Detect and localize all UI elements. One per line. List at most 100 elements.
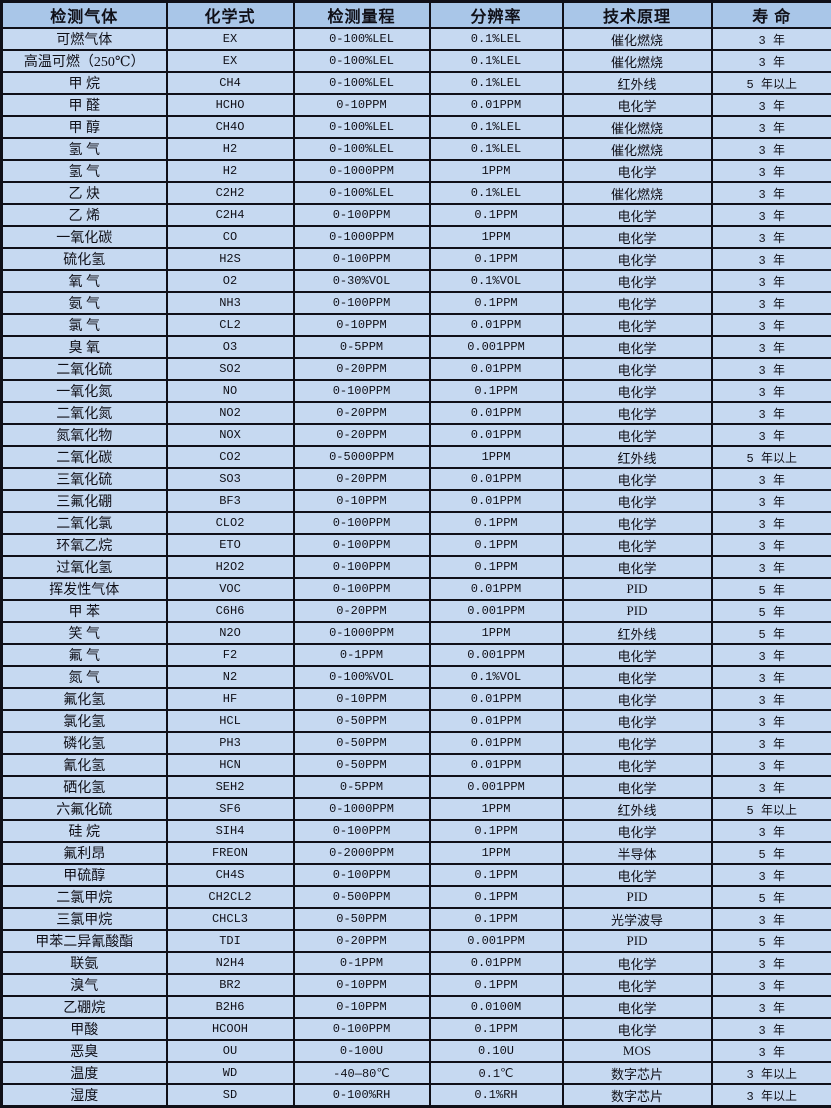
cell-principle: 催化燃烧 <box>563 182 712 204</box>
cell-resolution: 0.001PPM <box>430 336 563 358</box>
cell-gas: 甲 醛 <box>2 94 167 116</box>
cell-principle: 半导体 <box>563 842 712 864</box>
cell-range: 0-100PPM <box>294 204 430 226</box>
cell-lifespan: 3 年 <box>712 50 831 72</box>
column-header-gas: 检测气体 <box>2 2 167 29</box>
cell-range: 0-50PPM <box>294 754 430 776</box>
cell-range: 0-100PPM <box>294 248 430 270</box>
cell-resolution: 0.1PPM <box>430 534 563 556</box>
cell-formula: CO2 <box>167 446 294 468</box>
cell-resolution: 0.01PPM <box>430 314 563 336</box>
cell-formula: H2 <box>167 160 294 182</box>
cell-gas: 湿度 <box>2 1084 167 1107</box>
cell-formula: N2H4 <box>167 952 294 974</box>
cell-lifespan: 3 年 <box>712 424 831 446</box>
cell-formula: TDI <box>167 930 294 952</box>
cell-range: 0-10PPM <box>294 314 430 336</box>
cell-formula: NOX <box>167 424 294 446</box>
cell-formula: C6H6 <box>167 600 294 622</box>
cell-range: 0-10PPM <box>294 688 430 710</box>
cell-lifespan: 3 年 <box>712 314 831 336</box>
cell-principle: 电化学 <box>563 402 712 424</box>
cell-resolution: 0.01PPM <box>430 402 563 424</box>
cell-gas: 氮氧化物 <box>2 424 167 446</box>
cell-gas: 溴气 <box>2 974 167 996</box>
cell-formula: NO2 <box>167 402 294 424</box>
cell-resolution: 0.1%RH <box>430 1084 563 1107</box>
cell-range: 0-1000PPM <box>294 622 430 644</box>
cell-gas: 二氧化氮 <box>2 402 167 424</box>
cell-range: 0-10PPM <box>294 490 430 512</box>
cell-formula: SO2 <box>167 358 294 380</box>
cell-formula: HCOOH <box>167 1018 294 1040</box>
cell-resolution: 0.1PPM <box>430 974 563 996</box>
cell-lifespan: 3 年 <box>712 512 831 534</box>
cell-resolution: 0.1PPM <box>430 1018 563 1040</box>
cell-formula: HCL <box>167 710 294 732</box>
cell-lifespan: 3 年 <box>712 204 831 226</box>
cell-range: 0-1PPM <box>294 644 430 666</box>
cell-resolution: 0.1PPM <box>430 908 563 930</box>
cell-principle: 电化学 <box>563 1018 712 1040</box>
cell-range: 0-100PPM <box>294 578 430 600</box>
cell-formula: SEH2 <box>167 776 294 798</box>
cell-range: 0-100%LEL <box>294 138 430 160</box>
cell-gas: 三氯甲烷 <box>2 908 167 930</box>
cell-resolution: 0.1%LEL <box>430 116 563 138</box>
cell-gas: 挥发性气体 <box>2 578 167 600</box>
cell-formula: NO <box>167 380 294 402</box>
cell-resolution: 1PPM <box>430 842 563 864</box>
cell-lifespan: 3 年 <box>712 490 831 512</box>
cell-formula: ETO <box>167 534 294 556</box>
cell-lifespan: 3 年 <box>712 248 831 270</box>
cell-range: 0-30%VOL <box>294 270 430 292</box>
cell-resolution: 0.01PPM <box>430 578 563 600</box>
cell-principle: 电化学 <box>563 226 712 248</box>
cell-lifespan: 3 年 <box>712 776 831 798</box>
cell-range: 0-2000PPM <box>294 842 430 864</box>
cell-formula: HCHO <box>167 94 294 116</box>
cell-range: 0-10PPM <box>294 996 430 1018</box>
cell-principle: 电化学 <box>563 644 712 666</box>
cell-formula: PH3 <box>167 732 294 754</box>
cell-lifespan: 3 年 <box>712 1018 831 1040</box>
cell-resolution: 0.1%LEL <box>430 28 563 50</box>
cell-resolution: 0.1%LEL <box>430 50 563 72</box>
cell-lifespan: 3 年 <box>712 1040 831 1062</box>
cell-range: 0-5000PPM <box>294 446 430 468</box>
cell-principle: 电化学 <box>563 160 712 182</box>
cell-lifespan: 3 年 <box>712 182 831 204</box>
cell-lifespan: 3 年 <box>712 996 831 1018</box>
cell-principle: 电化学 <box>563 710 712 732</box>
cell-lifespan: 3 年 <box>712 666 831 688</box>
cell-lifespan: 3 年 <box>712 336 831 358</box>
cell-range: 0-100PPM <box>294 556 430 578</box>
cell-gas: 过氧化氢 <box>2 556 167 578</box>
cell-lifespan: 3 年 <box>712 116 831 138</box>
cell-gas: 恶臭 <box>2 1040 167 1062</box>
cell-formula: HCN <box>167 754 294 776</box>
table-header: 检测气体化学式检测量程分辨率技术原理寿 命 <box>2 2 831 29</box>
cell-lifespan: 3 年 <box>712 952 831 974</box>
cell-lifespan: 5 年以上 <box>712 798 831 820</box>
cell-resolution: 0.1PPM <box>430 380 563 402</box>
cell-range: 0-100U <box>294 1040 430 1062</box>
cell-gas: 臭 氧 <box>2 336 167 358</box>
cell-principle: 电化学 <box>563 732 712 754</box>
cell-principle: 电化学 <box>563 534 712 556</box>
cell-principle: 电化学 <box>563 820 712 842</box>
